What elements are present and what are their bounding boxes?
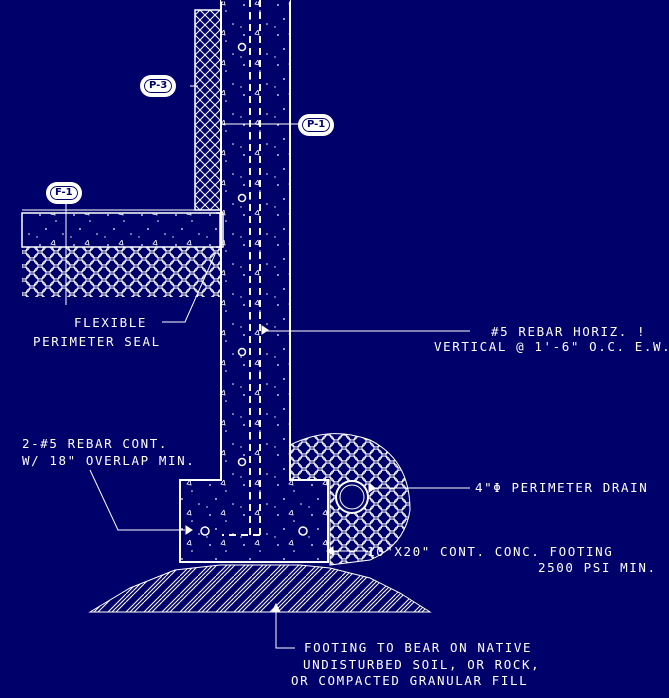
p1-wall-reference-tag: P-1: [300, 116, 333, 134]
rebar-continuous-label-line1: 2-#5 REBAR CONT.: [22, 436, 169, 451]
bearing-label-line2: UNDISTURBED SOIL, OR ROCK,: [303, 657, 541, 672]
leader-lines: [65, 85, 470, 649]
perimeter-seal-label-line1: FLEXIBLE: [74, 315, 148, 330]
foundation-wall: [179, 0, 329, 563]
perimeter-seal: [216, 212, 224, 248]
slab-subbase-gravel: [22, 247, 220, 297]
floor-slab: [21, 209, 221, 248]
vertical-rebar: [222, 0, 261, 536]
perimeter-drain-label: 4"Φ PERIMETER DRAIN: [475, 480, 649, 495]
rebar-horizontal-label-line2: VERTICAL @ 1'-6" O.C. E.W.: [434, 339, 669, 354]
footing-label-line1: 10"X20" CONT. CONC. FOOTING: [367, 544, 614, 559]
f1-slab-reference-tag: F-1: [48, 184, 80, 202]
perimeter-drain-pipe: [335, 480, 369, 514]
bearing-label-line1: FOOTING TO BEAR ON NATIVE: [304, 640, 533, 655]
footing-rebar: [200, 526, 308, 536]
rebar-continuous-label-line2: W/ 18" OVERLAP MIN.: [22, 453, 196, 468]
p3-reference-tag: P-3: [142, 77, 175, 95]
rigid-insulation: [194, 9, 222, 211]
footing-label-line2: 2500 PSI MIN.: [538, 560, 657, 575]
native-soil-hatch: [88, 564, 432, 613]
rebar-horizontal-label-line1: #5 REBAR HORIZ. !: [491, 324, 647, 339]
perimeter-seal-label-line2: PERIMETER SEAL: [33, 334, 161, 349]
bearing-label-line3: OR COMPACTED GRANULAR FILL: [291, 673, 529, 688]
